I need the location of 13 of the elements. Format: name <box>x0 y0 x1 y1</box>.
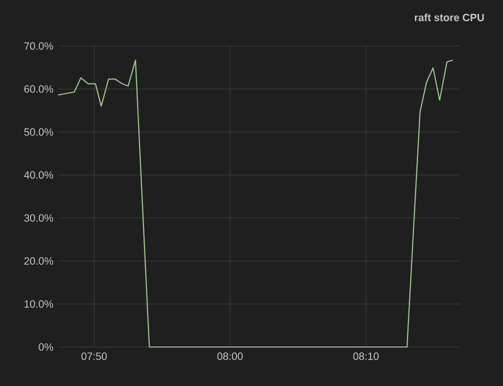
x-tick-label: 07:50 <box>81 352 107 360</box>
y-tick-label: 0% <box>38 343 54 351</box>
line-series <box>57 60 454 348</box>
y-tick-label: 10.0% <box>24 300 54 308</box>
y-tick-label: 50.0% <box>24 128 54 136</box>
y-tick-label: 60.0% <box>24 85 54 93</box>
x-tick-label: 08:10 <box>353 352 379 360</box>
chart-title: raft store CPU <box>414 14 484 22</box>
y-tick-label: 20.0% <box>24 257 54 265</box>
x-tick-label: 08:00 <box>217 352 243 360</box>
y-tick-label: 30.0% <box>24 214 54 222</box>
y-tick-label: 70.0% <box>24 42 54 50</box>
y-tick-label: 40.0% <box>24 171 54 179</box>
